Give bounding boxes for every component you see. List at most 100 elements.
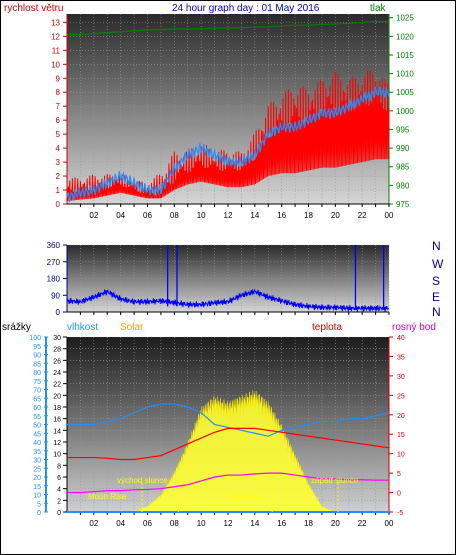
rain-tick-label: 15 [33,484,41,491]
pressure-tick-label: 985 [396,163,410,172]
panel1-x-tick-label: 20 [331,211,340,220]
rain-tick-label: 5 [37,501,41,508]
pressure-tick-label: 1020 [396,32,414,41]
pressure-tick-label: 980 [396,181,410,190]
rain-tick-label: 70 [33,388,41,395]
panel3-x-tick-label: 00 [385,519,394,528]
rain-tick-label: 45 [33,431,41,438]
temperature-tick-label: 10 [397,452,405,459]
panel1-x-tick-label: 00 [385,211,394,220]
moonset-annotation: MoonSet [229,492,262,501]
humidity-series [67,403,390,437]
panel3-x-tick-label: 22 [358,519,367,528]
dewpoint-series [67,472,389,494]
pressure-tick-label: 995 [396,125,410,134]
axes: 0123456789101112139759809859909951000100… [29,14,414,528]
rain-tick-label: 90 [33,353,41,360]
panel1-x-tick-label: 18 [304,211,313,220]
rain-tick-label: 85 [33,361,41,368]
dewpoint-label: rosný bod [392,322,436,333]
chart-title: 24 hour graph day : 01 May 2016 [172,3,320,14]
panel3-x-tick-label: 08 [170,519,179,528]
wind-tick-label: 4 [56,144,61,153]
solar-tick-label: 28 [53,347,61,354]
wind-tick-label: 1 [56,186,61,195]
direction-tick-label: 90 [51,291,60,300]
panel3-x-tick-label: 16 [277,519,286,528]
solar-tick-label: 10 [53,452,61,459]
solar-tick-label: 24 [53,370,61,377]
compass-n-top: N [432,239,441,253]
solar-tick-label: 18 [53,405,61,412]
sunset-annotation: západ slunce [311,476,359,485]
temperature-label: teplota [312,322,342,333]
pressure-tick-label: 1000 [396,107,414,116]
compass-s: S [432,274,440,288]
wind-average-series [66,86,390,202]
solar-tick-label: 6 [57,475,61,482]
panel1-x-tick-label: 10 [197,211,206,220]
solar-tick-label: 12 [53,440,61,447]
temperature-tick-label: 5 [397,471,401,478]
wind-tick-label: 11 [52,46,61,55]
solar-tick-label: 0 [57,510,61,517]
data-series [66,20,390,513]
panel3-x-tick-label: 04 [116,519,125,528]
compass-e: E [432,290,440,304]
temperature-tick-label: 20 [397,413,405,420]
rain-tick-label: 100 [29,335,41,342]
rain-tick-label: 50 [33,423,41,430]
rain-label: srážky [2,322,31,333]
rain-tick-label: 95 [33,344,41,351]
rain-tick-label: 35 [33,449,41,456]
pressure-series [67,20,389,36]
temperature-tick-label: -5 [397,510,403,517]
moonrise-annotation: Moon Rise [88,492,127,501]
direction-tick-label: 0 [56,308,61,317]
panel1-x-tick-label: 02 [89,211,98,220]
rain-tick-label: 55 [33,414,41,421]
rain-tick-label: 80 [33,370,41,377]
panel3-x-tick-label: 14 [250,519,259,528]
rain-tick-label: 60 [33,405,41,412]
wind-tick-label: 6 [56,116,61,125]
rain-tick-label: 65 [33,396,41,403]
temperature-tick-label: 0 [397,491,401,498]
compass-w: W [432,257,444,271]
temperature-tick-label: 40 [397,335,405,342]
panel3-x-tick-label: 18 [304,519,313,528]
temperature-tick-label: 25 [397,393,405,400]
panel1-x-tick-label: 16 [277,211,286,220]
pressure-tick-label: 1005 [396,88,414,97]
rain-tick-label: 0 [37,510,41,517]
panel3-x-tick-label: 06 [143,519,152,528]
solar-tick-label: 26 [53,358,61,365]
temperature-tick-label: 15 [397,432,405,439]
wind-tick-label: 7 [56,102,61,111]
compass-n-bottom: N [432,305,441,319]
panel1-x-tick-label: 12 [224,211,233,220]
rain-tick-label: 25 [33,466,41,473]
wind-speed-label: rychlost větru [4,3,63,14]
wind-tick-label: 13 [51,18,60,27]
temperature-tick-label: 35 [397,354,405,361]
solar-tick-label: 4 [57,487,61,494]
panel3-x-tick-label: 10 [197,519,206,528]
solar-tick-label: 22 [53,382,61,389]
solar-tick-label: 14 [53,428,61,435]
direction-tick-label: 360 [47,241,61,250]
temperature-series [67,427,390,461]
pressure-tick-label: 1025 [396,14,414,23]
direction-tick-label: 270 [47,258,61,267]
solar-tick-label: 30 [53,335,61,342]
pressure-tick-label: 990 [396,144,410,153]
solar-tick-label: 2 [57,498,61,505]
panel1-x-tick-label: 14 [250,211,259,220]
rain-tick-label: 40 [33,440,41,447]
panel1-x-tick-label: 08 [170,211,179,220]
pressure-tick-label: 975 [396,200,410,209]
sunrise-annotation: východ slunce [117,476,168,485]
humidity-label: vlhkost [67,322,98,333]
rain-tick-label: 30 [33,458,41,465]
